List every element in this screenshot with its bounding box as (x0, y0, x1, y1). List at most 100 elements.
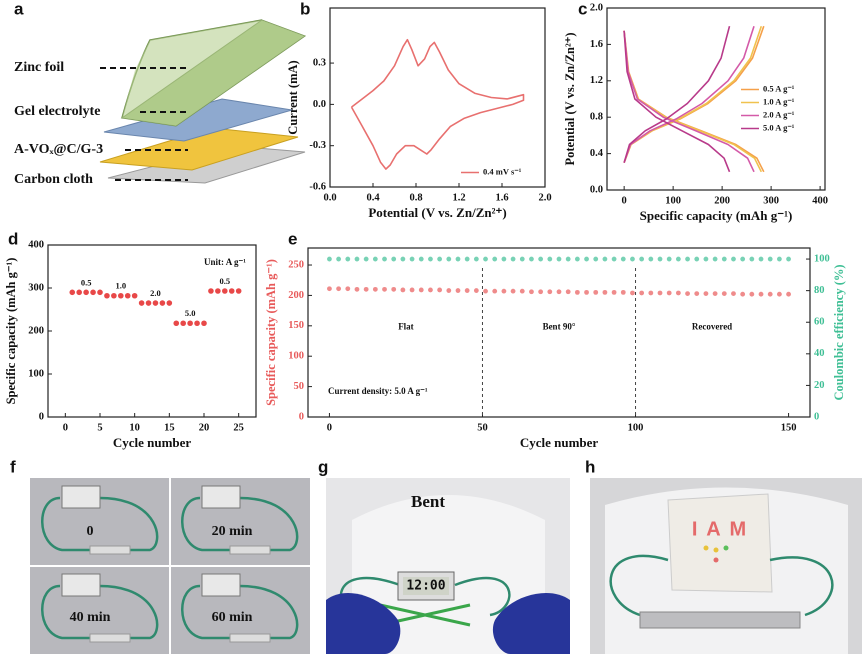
data-point (786, 291, 791, 297)
led (703, 545, 709, 551)
data-point (336, 256, 342, 262)
data-point (363, 286, 369, 292)
panel-label: d (8, 229, 18, 248)
data-point (556, 256, 562, 262)
chart: 0 50 100 150 0 50 100 150 200 250 0 20 40 60 80 100 Cycl… (264, 247, 846, 450)
data-point (602, 289, 608, 295)
data-point (97, 289, 103, 296)
layer-label: Gel electrolyte (14, 104, 100, 119)
y-tick-label: 2.0 (590, 2, 603, 13)
x-tick-label: 1.6 (495, 192, 508, 203)
x-axis-label: Specific capacity (mAh g⁻¹) (640, 208, 793, 223)
data-point (201, 320, 207, 327)
data-point (483, 256, 488, 262)
data-point (712, 256, 718, 262)
data-point (187, 320, 193, 327)
data-point (758, 256, 764, 262)
data-point (721, 256, 727, 262)
y-tick-label: 1.2 (590, 75, 603, 86)
led (723, 545, 729, 551)
x-tick-label: 300 (763, 195, 779, 206)
led-sign: I A M (692, 518, 748, 540)
data-point (529, 289, 534, 295)
glove (492, 592, 570, 654)
rate-label: 1.0 (115, 281, 126, 291)
data-point (611, 256, 617, 262)
layer-label: A-VOₓ@C/G-3 (14, 142, 103, 157)
data-point (767, 291, 773, 297)
data-point (749, 291, 755, 297)
data-point (483, 288, 488, 294)
data-point (685, 291, 690, 296)
plot-frame (47, 244, 257, 418)
data-point (90, 289, 96, 296)
data-point (118, 292, 124, 299)
data-point (620, 289, 626, 295)
data-point (428, 287, 433, 293)
y-tick-label: 0.0 (590, 184, 603, 195)
data-point (657, 256, 663, 262)
data-point (345, 256, 351, 262)
plot-frame (606, 7, 826, 191)
plot-frame (329, 7, 546, 188)
panel-h-photo: I A M (590, 478, 862, 654)
y-tick-label: 0.3 (313, 57, 326, 68)
chart: 0 5 10 15 20 25 0 100 200 300 400 Cycle number Speci… (4, 239, 257, 450)
y-axis-label: Specific capacity (mAh g⁻¹) (4, 258, 18, 405)
data-point (437, 287, 443, 293)
meter (61, 573, 101, 597)
data-point (767, 256, 773, 262)
data-point (173, 320, 180, 327)
data-point (382, 256, 387, 262)
x-tick-label: 100 (628, 422, 644, 433)
data-point (336, 286, 342, 292)
meter-reading: 12:00 (406, 579, 445, 594)
data-point (409, 256, 415, 262)
wire (181, 584, 299, 640)
data-point (138, 300, 145, 306)
data-point (372, 256, 378, 262)
sign-board (667, 493, 773, 593)
x-axis-label: Cycle number (520, 435, 599, 450)
condition-label: Bent (411, 492, 445, 511)
data-point (418, 287, 424, 293)
data-point (382, 286, 387, 292)
data-point (473, 256, 479, 262)
x-tick-label: 0 (622, 195, 627, 206)
data-point (712, 291, 718, 296)
data-point (584, 256, 589, 262)
x-tick-label: 20 (199, 422, 210, 433)
glove (326, 592, 401, 654)
data-point (464, 288, 470, 293)
panel-label: h (585, 457, 595, 476)
x-tick-label: 0.0 (323, 192, 336, 203)
panel-label: c (578, 0, 587, 18)
data-point (437, 256, 443, 262)
x-tick-label: 10 (129, 422, 140, 433)
data-point (409, 287, 415, 293)
data-point (694, 291, 700, 296)
data-point (492, 256, 498, 262)
data-point (565, 256, 571, 262)
x-tick-label: 400 (812, 195, 828, 206)
data-point (501, 256, 507, 262)
foil-battery (229, 633, 271, 643)
data-point (455, 256, 461, 262)
data-line (623, 25, 731, 173)
y2-tick-label: 100 (814, 253, 830, 264)
data-point (648, 256, 654, 262)
y-tick-label: 0 (39, 411, 44, 422)
y-tick-label: 250 (288, 259, 304, 270)
x-tick-label: 15 (164, 422, 175, 433)
data-point (345, 286, 351, 292)
data-point (400, 287, 406, 293)
y-tick-label: 300 (28, 282, 44, 293)
data-point (418, 256, 424, 262)
x-tick-label: 1.2 (452, 192, 465, 203)
data-point (630, 256, 635, 262)
y-tick-label: 0.8 (590, 112, 603, 123)
data-point (372, 286, 378, 292)
data-point (492, 288, 498, 294)
x-tick-label: 0.8 (409, 192, 422, 203)
